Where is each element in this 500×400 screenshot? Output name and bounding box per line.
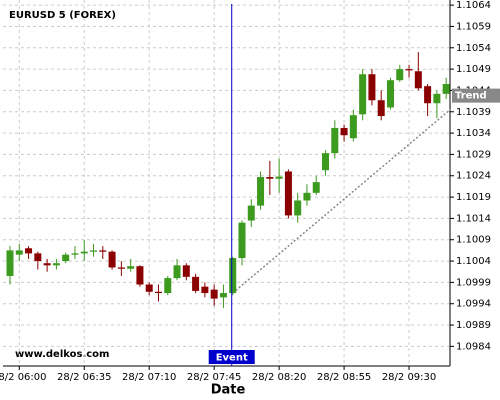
candle-body xyxy=(117,267,125,269)
candle-body xyxy=(210,289,218,299)
candle-body xyxy=(127,266,135,269)
x-tick-label: 28/2 08:55 xyxy=(317,372,371,383)
candle-body xyxy=(266,177,274,179)
trend-label: Trend xyxy=(455,91,487,102)
candle-body xyxy=(442,84,450,94)
y-tick-label: 1.1024 xyxy=(456,171,491,182)
x-tick-label: 28/2 07:45 xyxy=(187,372,241,383)
trend-label-box xyxy=(452,88,500,103)
candle-body xyxy=(6,250,14,276)
y-tick-label: 1.1049 xyxy=(456,64,491,75)
candle-body xyxy=(359,74,367,115)
y-tick-label: 1.1034 xyxy=(456,128,491,139)
candle-body xyxy=(349,115,357,139)
x-axis-title: Date xyxy=(211,383,246,398)
candle-body xyxy=(71,253,79,255)
y-tick-label: 1.1039 xyxy=(456,107,491,118)
watermark: www.delkos.com xyxy=(15,349,109,360)
candle-body xyxy=(377,100,385,117)
candle-body xyxy=(34,253,42,262)
candle-body xyxy=(433,93,441,104)
candle-body xyxy=(331,127,339,154)
candle-body xyxy=(201,286,209,294)
x-tick-label: 28/2 09:30 xyxy=(382,372,436,383)
candle-body xyxy=(154,291,162,294)
candle-body xyxy=(368,74,376,101)
candle-body xyxy=(145,284,153,292)
candle-body xyxy=(173,265,181,279)
candle-body xyxy=(62,254,70,262)
candle-body xyxy=(99,250,107,252)
y-tick-label: 1.1019 xyxy=(456,192,491,203)
y-tick-label: 1.0999 xyxy=(456,277,491,288)
candle-body xyxy=(414,71,422,89)
candles xyxy=(6,52,450,308)
candle-body xyxy=(238,222,246,259)
candle-body xyxy=(192,276,200,291)
candle-body xyxy=(424,86,432,104)
candle-body xyxy=(164,278,172,294)
candle-body xyxy=(80,251,88,254)
candle-body xyxy=(405,69,413,71)
y-tick-label: 1.1004 xyxy=(456,256,491,267)
candle-body xyxy=(219,293,227,298)
event-label: Event xyxy=(216,353,248,364)
candle-body xyxy=(43,263,51,266)
x-tick-label: 28/2 06:35 xyxy=(57,372,111,383)
y-tick-label: 1.0994 xyxy=(456,299,491,310)
candle-body xyxy=(303,192,311,201)
event-box xyxy=(208,350,255,364)
candle-body xyxy=(108,251,116,268)
candle-body xyxy=(340,127,348,136)
candle-body xyxy=(247,205,255,221)
y-tick-label: 1.1054 xyxy=(456,43,491,54)
candle-body xyxy=(90,250,98,252)
x-tick-label: 28/2 08:20 xyxy=(252,372,306,383)
y-tick-label: 1.1029 xyxy=(456,149,491,160)
candle-body xyxy=(275,176,283,179)
candle-body xyxy=(284,171,292,216)
y-tick-label: 1.0989 xyxy=(456,320,491,331)
candle-body xyxy=(396,69,404,81)
candle-body xyxy=(322,153,330,171)
candle-body xyxy=(52,263,60,266)
candle-body xyxy=(312,182,320,193)
candle-body xyxy=(136,266,144,285)
y-tick-label: 1.0984 xyxy=(456,341,491,352)
y-tick-label: 1.1064 xyxy=(456,0,491,11)
candle-body xyxy=(257,177,265,206)
y-tick-label: 1.1014 xyxy=(456,213,491,224)
candle-body xyxy=(294,200,302,216)
chart-title: EURUSD 5 (FOREX) xyxy=(9,10,116,21)
candle-body xyxy=(182,265,190,277)
candle-body xyxy=(15,250,23,255)
y-tick-label: 1.1009 xyxy=(456,235,491,246)
candle-body xyxy=(229,258,237,294)
candle-body xyxy=(25,248,33,254)
trend-line xyxy=(232,109,451,294)
x-tick-label: 28/2 07:10 xyxy=(122,372,176,383)
candle-body xyxy=(386,80,394,108)
x-tick-label: 28/2 06:00 xyxy=(0,372,47,383)
y-tick-label: 1.1059 xyxy=(456,21,491,32)
